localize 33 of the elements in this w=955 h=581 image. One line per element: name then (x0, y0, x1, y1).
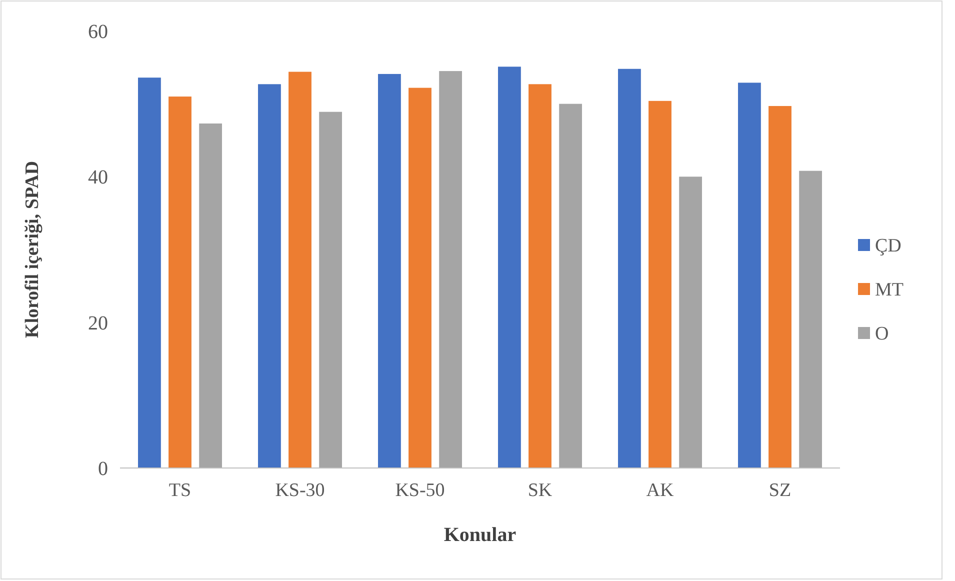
y-axis-title: Klorofil içeriği, SPAD (22, 160, 43, 338)
bar (288, 72, 312, 468)
y-tick-label: 0 (98, 458, 108, 480)
x-tick-label: SK (528, 480, 552, 501)
x-tick-label: KS-30 (275, 480, 325, 501)
y-tick-label: 20 (88, 312, 108, 334)
x-axis-title: Konular (444, 524, 516, 546)
bar (648, 100, 672, 468)
bar (738, 82, 761, 468)
bar (618, 68, 641, 468)
bar (439, 71, 462, 468)
x-tick-label: TS (168, 480, 192, 501)
y-tick-label: 40 (88, 166, 108, 189)
bar (799, 170, 822, 468)
legend-label: MT (875, 280, 904, 301)
x-tick-label: SZ (768, 480, 792, 501)
bar (168, 96, 192, 468)
legend-label: O (875, 324, 889, 345)
x-tick-label: AK (646, 480, 674, 501)
bar (138, 78, 161, 468)
bar (199, 124, 222, 468)
legend-label: ÇD (875, 236, 902, 257)
bar (768, 106, 792, 468)
y-tick-label: 60 (88, 21, 108, 43)
bar (378, 74, 401, 468)
bar (559, 104, 582, 468)
bar (319, 112, 342, 468)
x-tick-label: KS-50 (395, 480, 445, 501)
bar (528, 84, 552, 468)
bar (498, 66, 521, 468)
bar (258, 84, 281, 468)
bar (408, 88, 432, 468)
bar (679, 176, 702, 468)
